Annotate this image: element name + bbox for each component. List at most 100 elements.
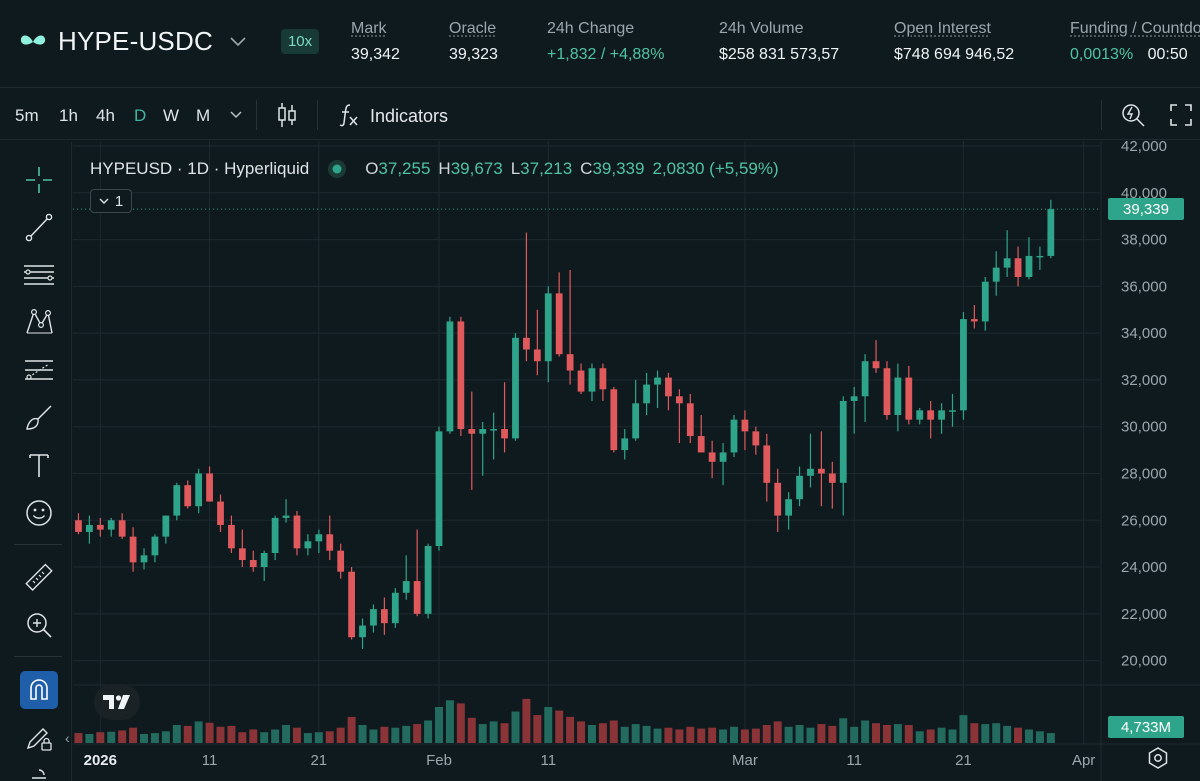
function-fx-icon[interactable]	[334, 100, 364, 130]
volume-bar	[172, 725, 181, 743]
x-tick-label: Apr	[1072, 752, 1095, 769]
stat-label: Oracle	[449, 20, 497, 37]
volume-bar	[511, 711, 520, 743]
volume-bar	[358, 725, 367, 743]
trend-line-icon[interactable]	[20, 208, 58, 246]
quick-search-lightning-icon[interactable]	[1118, 100, 1148, 130]
volume-bar	[620, 726, 629, 743]
stat-funding: Funding / Countdown 0,0013% 00:50	[1070, 20, 1200, 64]
pattern-tool-icon[interactable]	[20, 303, 58, 341]
candle-body	[1014, 258, 1022, 277]
x-tick-label: 2026	[84, 752, 117, 769]
candle-body	[970, 319, 978, 322]
volume-bar	[850, 726, 859, 743]
legend-low: 37,213	[520, 159, 573, 178]
lock-drawing-icon[interactable]	[20, 719, 58, 757]
candle-body	[566, 354, 574, 371]
candle-body	[271, 517, 279, 554]
pair-name: HYPE-USDC	[58, 26, 213, 56]
volume-bar	[402, 725, 411, 743]
candle-body	[118, 520, 126, 537]
indicators-button[interactable]: Indicators	[370, 106, 449, 126]
volume-bar	[773, 721, 782, 743]
volume-bar	[959, 715, 968, 743]
candle-body	[402, 581, 410, 593]
volume-bar	[74, 733, 83, 743]
horizontal-lines-icon[interactable]	[20, 256, 58, 294]
volume-bar	[445, 700, 454, 743]
y-tick-label: 20,000	[1121, 653, 1167, 670]
candle-body	[752, 431, 760, 446]
magnet-icon[interactable]	[20, 671, 58, 709]
y-tick-label: 26,000	[1121, 512, 1167, 529]
volume-bar	[478, 724, 487, 743]
candle-body	[938, 410, 945, 420]
volume-bar	[325, 731, 334, 743]
gear-icon[interactable]	[1146, 746, 1170, 770]
timeframe-4h[interactable]: 4h	[96, 106, 115, 125]
text-tool-icon[interactable]	[20, 446, 58, 484]
legend-symbol[interactable]: HYPEUSD · 1D · Hyperliquid	[90, 159, 310, 178]
volume-bar	[107, 731, 116, 743]
emoji-smile-icon[interactable]	[20, 494, 58, 532]
candle-body	[348, 571, 355, 638]
chevron-down-icon[interactable]	[227, 31, 249, 53]
candle-body	[675, 396, 683, 404]
stat-value: 39,323	[449, 46, 498, 63]
candle-body	[883, 368, 891, 415]
volume-bar	[216, 726, 225, 743]
x-tick-label: Feb	[426, 752, 452, 769]
volume-bar	[533, 715, 542, 743]
zoom-in-icon[interactable]	[20, 606, 58, 644]
candle-body	[512, 337, 519, 439]
volume-bar	[708, 727, 717, 743]
candle-body	[282, 515, 290, 518]
candle-body	[839, 400, 847, 483]
candle-body	[708, 452, 716, 462]
pair-selector[interactable]: HYPE-USDC 10x	[18, 26, 320, 57]
volume-bar	[435, 707, 443, 743]
volume-bar	[609, 720, 618, 743]
stat-open-interest: Open Interest $748 694 946,52	[894, 20, 1014, 64]
volume-bar	[577, 721, 586, 743]
timeframe-d[interactable]: D	[134, 106, 147, 125]
candle-body	[686, 403, 694, 437]
scroll-left-chevron-icon[interactable]: ‹	[65, 730, 70, 746]
y-tick-label: 24,000	[1121, 559, 1167, 576]
candle-body	[260, 553, 268, 568]
volume-bar	[1014, 727, 1023, 743]
candle-body	[326, 534, 334, 551]
volume-bar	[631, 724, 640, 743]
tradingview-logo-icon[interactable]	[94, 684, 140, 720]
hyperliquid-logo-icon	[18, 27, 48, 57]
crosshair-icon[interactable]	[20, 161, 58, 199]
volume-bar	[380, 726, 389, 743]
x-tick-label: 11	[846, 752, 862, 769]
volume-bar	[882, 725, 891, 743]
candle-body	[927, 410, 935, 420]
leverage-badge[interactable]: 10x	[280, 29, 320, 54]
candle-body	[435, 431, 443, 546]
volume-bar	[205, 722, 214, 743]
market-status-dot-icon	[327, 159, 347, 179]
legend-collapse-button[interactable]: 1	[90, 189, 132, 213]
timeframe-m[interactable]: M	[196, 106, 211, 125]
tools-divider	[14, 544, 62, 545]
trash-icon[interactable]	[20, 764, 58, 781]
volume-bar	[675, 729, 684, 743]
y-tick-label: 38,000	[1121, 232, 1167, 249]
timeframe-dropdown-chevron-icon[interactable]	[221, 100, 251, 130]
stat-mark: Mark 39,342	[351, 20, 400, 64]
candle-body	[107, 520, 115, 530]
candles-chart-type-icon[interactable]	[272, 100, 302, 130]
price-chart[interactable]: 20,000 22,000 24,000 26,000 28,000 30,000 32,0…	[73, 141, 1200, 781]
forecast-tool-icon[interactable]	[20, 351, 58, 389]
volume-bar	[1046, 733, 1055, 743]
ruler-icon[interactable]	[20, 559, 58, 597]
brush-icon[interactable]	[20, 399, 58, 437]
timeframe-5m[interactable]: 5m	[15, 106, 39, 125]
fullscreen-icon[interactable]	[1166, 100, 1196, 130]
volume-bar	[784, 726, 793, 743]
timeframe-1h[interactable]: 1h	[59, 106, 78, 125]
timeframe-w[interactable]: W	[163, 106, 180, 125]
